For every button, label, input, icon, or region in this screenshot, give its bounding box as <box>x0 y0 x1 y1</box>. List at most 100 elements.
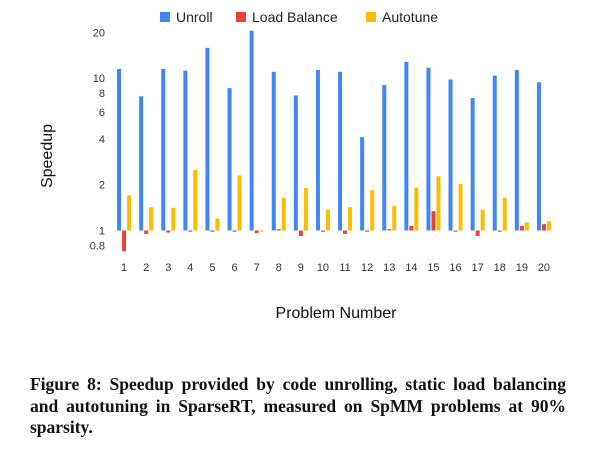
bar-unroll-4 <box>183 70 188 231</box>
bar-load-balance-14 <box>409 226 414 231</box>
bar-unroll-14 <box>404 61 409 231</box>
x-axis-title: Problem Number <box>276 305 398 322</box>
bar-unroll-17 <box>470 98 475 231</box>
y-tick-label: 2 <box>99 180 105 192</box>
chart-legend: Unroll Load Balance Autotune <box>160 9 438 25</box>
x-tick-label: 19 <box>516 262 528 274</box>
y-tick-label: 4 <box>99 134 105 146</box>
x-tick-label: 5 <box>209 262 215 274</box>
bar-autotune-1 <box>127 195 132 231</box>
bar-autotune-3 <box>171 207 176 231</box>
bar-unroll-18 <box>492 75 497 231</box>
bar-unroll-9 <box>293 95 298 231</box>
bar-load-balance-8 <box>276 229 281 231</box>
legend-label: Load Balance <box>252 9 338 25</box>
bar-autotune-5 <box>215 218 220 231</box>
bar-unroll-19 <box>514 70 519 231</box>
bar-unroll-5 <box>205 47 210 231</box>
x-tick-label: 11 <box>339 262 350 274</box>
bar-unroll-15 <box>426 67 431 231</box>
bar-unroll-11 <box>338 71 343 231</box>
x-tick-label: 1 <box>121 262 127 274</box>
bar-unroll-13 <box>382 85 387 231</box>
bar-unroll-6 <box>227 88 232 231</box>
x-tick-label: 10 <box>317 262 329 274</box>
bar-autotune-9 <box>303 188 308 231</box>
bar-load-balance-7 <box>254 230 259 234</box>
bar-autotune-19 <box>524 222 529 231</box>
bar-autotune-20 <box>546 221 551 231</box>
bar-unroll-2 <box>139 96 144 231</box>
x-tick-label: 18 <box>494 262 506 274</box>
y-axis-title: Speedup <box>39 124 56 188</box>
bar-load-balance-3 <box>166 230 171 233</box>
bar-load-balance-2 <box>144 230 149 234</box>
x-tick-label: 4 <box>187 262 193 274</box>
bar-unroll-10 <box>315 70 320 231</box>
bar-autotune-12 <box>370 190 375 231</box>
bar-load-balance-13 <box>387 229 392 231</box>
bar-autotune-4 <box>193 169 198 231</box>
x-tick-label: 8 <box>276 262 282 274</box>
legend-label: Autotune <box>382 9 438 25</box>
bar-autotune-18 <box>502 197 507 231</box>
legend-item-load-balance: Load Balance <box>236 9 338 25</box>
x-tick-label: 3 <box>165 262 171 274</box>
bar-load-balance-11 <box>343 230 348 234</box>
bar-load-balance-12 <box>365 230 370 232</box>
bar-load-balance-19 <box>519 226 524 231</box>
legend-item-autotune: Autotune <box>366 9 438 25</box>
y-tick-label: 10 <box>93 73 105 85</box>
bar-load-balance-15 <box>431 211 436 231</box>
speedup-bar-chart: Unroll Load Balance Autotune 0.8124681020 … <box>39 9 551 322</box>
bar-autotune-10 <box>325 209 330 231</box>
bar-load-balance-5 <box>210 230 215 232</box>
bar-load-balance-4 <box>188 230 193 232</box>
x-tick-label: 17 <box>472 262 484 274</box>
y-tick-label: 20 <box>93 27 105 39</box>
bar-unroll-12 <box>360 137 365 231</box>
bar-load-balance-6 <box>232 230 237 232</box>
bar-unroll-7 <box>249 30 254 231</box>
bar-autotune-2 <box>149 207 154 231</box>
legend-item-unroll: Unroll <box>160 9 213 25</box>
y-tick-label: 8 <box>99 88 105 100</box>
x-tick-label: 7 <box>254 262 260 274</box>
bar-unroll-3 <box>161 68 166 231</box>
bar-load-balance-9 <box>298 230 303 237</box>
legend-label: Unroll <box>176 9 213 25</box>
y-axis-ticks: 0.8 1 2 4 6 8 10 20 <box>90 27 105 252</box>
bar-unroll-16 <box>448 79 453 231</box>
bar-autotune-7 <box>259 230 264 232</box>
x-axis-ticks: 1 2 3 4 5 6 7 8 9 10 11 12 13 14 15 16 17 18 19 20 <box>121 262 550 274</box>
bar-unroll-8 <box>271 71 276 231</box>
legend-swatch <box>160 12 170 22</box>
y-tick-label: 1 <box>99 225 105 237</box>
bar-series-group <box>117 30 551 252</box>
x-tick-label: 6 <box>231 262 237 274</box>
x-tick-label: 16 <box>449 262 461 274</box>
bar-autotune-8 <box>281 197 286 231</box>
bar-autotune-15 <box>436 176 441 231</box>
bar-load-balance-10 <box>320 230 325 232</box>
bar-autotune-14 <box>414 187 419 231</box>
x-tick-label: 15 <box>427 262 439 274</box>
x-tick-label: 12 <box>361 262 373 274</box>
legend-swatch <box>366 12 376 22</box>
bar-autotune-13 <box>392 205 397 231</box>
bar-load-balance-17 <box>475 230 480 237</box>
bar-unroll-20 <box>536 82 541 231</box>
figure-caption: Figure 8: Speedup provided by code unrol… <box>30 374 566 437</box>
bar-autotune-6 <box>237 175 242 231</box>
x-tick-label: 2 <box>143 262 149 274</box>
y-tick-label: 0.8 <box>90 240 105 252</box>
bar-load-balance-1 <box>122 230 127 252</box>
x-tick-label: 9 <box>298 262 304 274</box>
bar-load-balance-20 <box>541 224 546 231</box>
legend-swatch <box>236 12 246 22</box>
bar-unroll-1 <box>117 68 122 231</box>
y-tick-label: 6 <box>99 107 105 119</box>
x-tick-label: 14 <box>405 262 417 274</box>
bar-load-balance-16 <box>453 230 458 232</box>
bar-load-balance-18 <box>497 230 502 232</box>
